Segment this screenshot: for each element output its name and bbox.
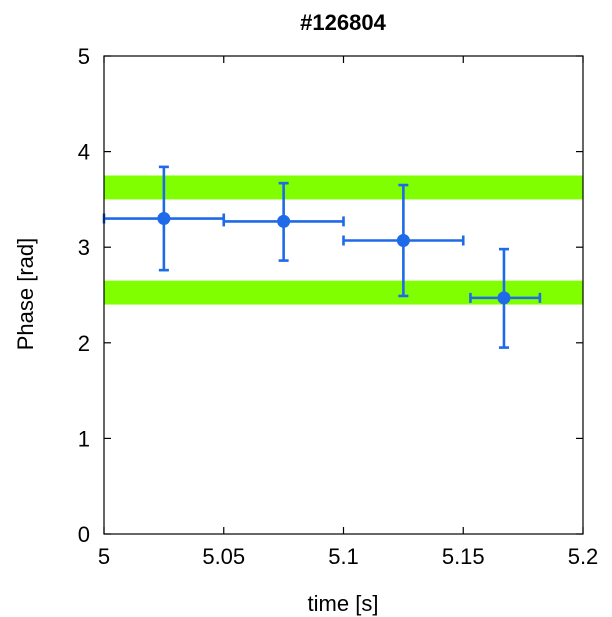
data-point-3 [396,234,410,248]
x-tick-label: 5.05 [202,544,245,569]
data-point-1 [157,212,171,226]
tick-layer: 5 5.05 5.1 5.15 5.2 0 1 2 3 4 5 [78,44,599,569]
y-tick-label: 2 [78,331,90,356]
x-tick-label: 5.1 [328,544,359,569]
y-tick-label: 5 [78,44,90,69]
reference-band-1 [104,175,583,200]
y-tick-label: 4 [78,140,90,165]
data-point-4 [497,291,511,305]
x-axis-label: time [s] [308,591,379,616]
y-axis-label: Phase [rad] [13,238,38,351]
chart-title: #126804 [300,10,386,35]
data-point-2 [277,214,291,228]
reference-band-2 [104,280,583,305]
point-layer [157,212,511,305]
y-tick-label: 0 [78,522,90,547]
x-tick-label: 5.2 [568,544,599,569]
y-tick-label: 1 [78,426,90,451]
band-layer [104,175,583,305]
x-tick-label: 5 [98,544,110,569]
y-tick-label: 3 [78,235,90,260]
x-tick-label: 5.15 [442,544,485,569]
